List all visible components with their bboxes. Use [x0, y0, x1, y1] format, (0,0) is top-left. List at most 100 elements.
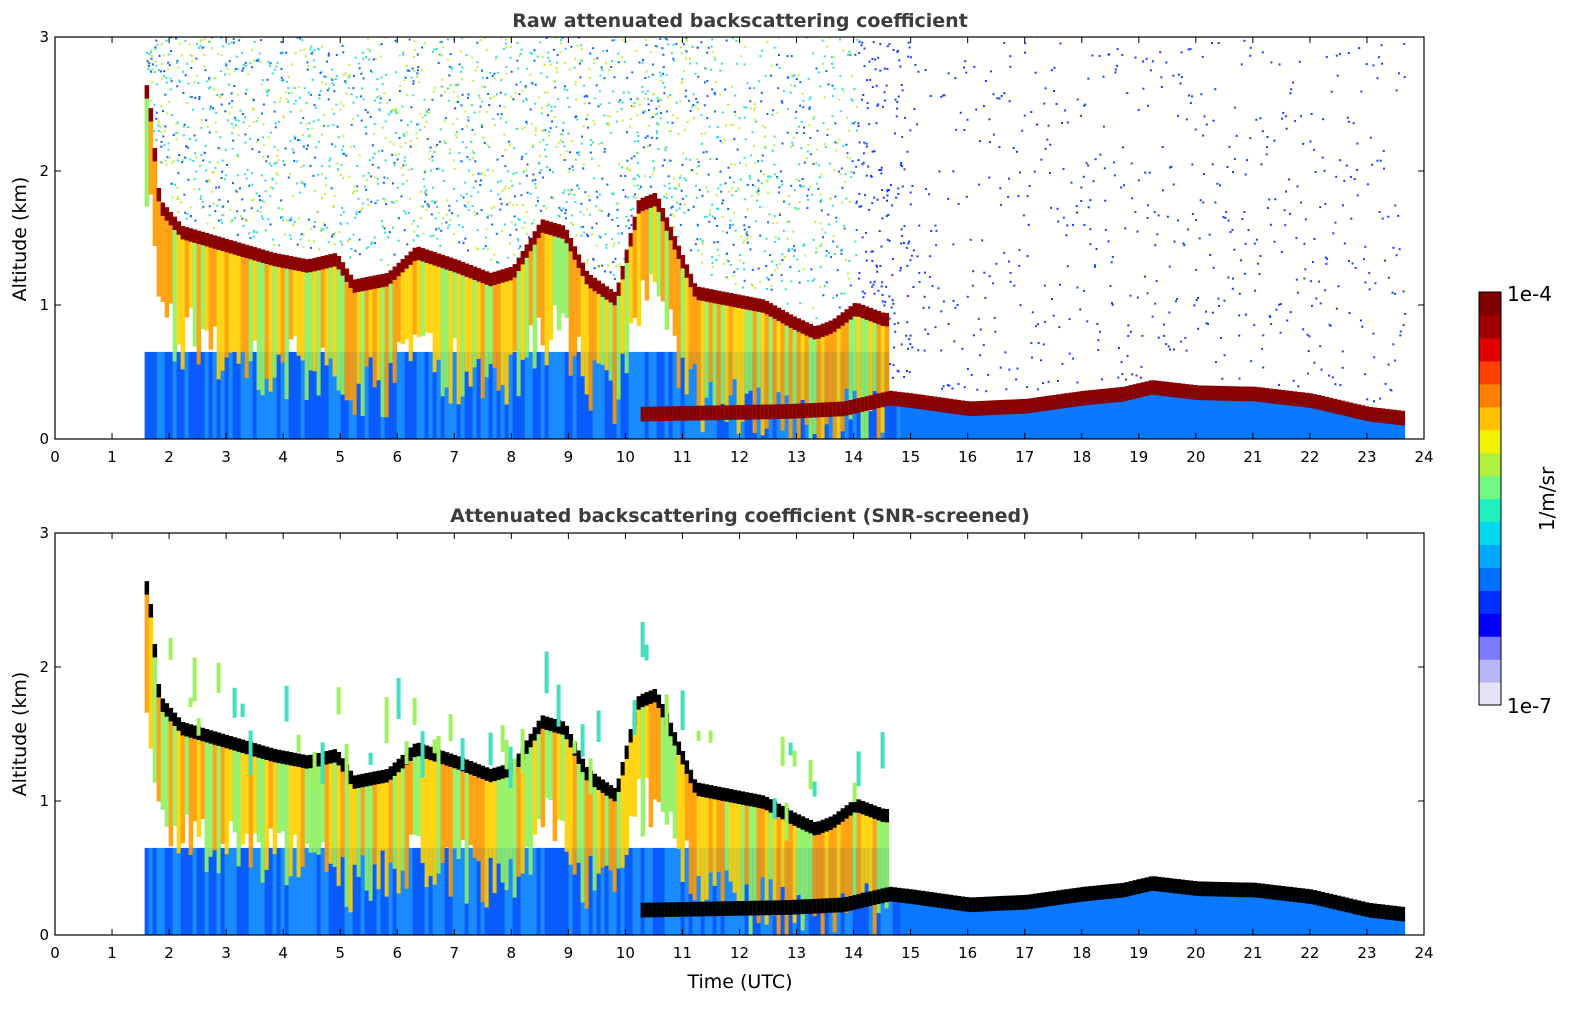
noise-pixel [636, 151, 639, 154]
noise-pixel [850, 122, 853, 125]
aerosol-cell [280, 266, 286, 363]
noise-pixel [597, 105, 600, 108]
noise-pixel [420, 69, 423, 71]
noise-pixel [1282, 111, 1285, 114]
low-layer-cell [1368, 407, 1374, 422]
noise-pixel [271, 187, 274, 190]
low-layer-cell [928, 396, 934, 411]
low-layer-cell [1376, 408, 1382, 423]
noise-pixel [211, 47, 213, 50]
low-layer-cell [768, 404, 774, 420]
noise-pixel [683, 70, 685, 73]
noise-pixel [727, 260, 730, 263]
low-layer-cell [784, 404, 790, 419]
noise-pixel [1376, 77, 1379, 80]
boundary-layer-cell [376, 351, 382, 439]
low-layer-cell [992, 400, 998, 415]
cloud-layer-cell [156, 684, 162, 698]
noise-pixel [323, 222, 325, 225]
noise-pixel [691, 105, 694, 108]
noise-pixel [772, 109, 775, 112]
noise-pixel [885, 215, 888, 218]
low-layer-cell [704, 405, 710, 421]
boundary-layer-cell [300, 351, 306, 439]
boundary-layer-cell [196, 847, 202, 935]
noise-pixel [461, 141, 464, 144]
noise-pixel [198, 98, 201, 100]
noise-pixel [759, 234, 762, 237]
noise-pixel [729, 224, 732, 227]
boundary-layer-cell [1248, 394, 1254, 439]
low-layer-cell [876, 889, 882, 905]
noise-pixel [386, 102, 389, 105]
aerosol-cell [840, 324, 846, 432]
noise-pixel [773, 144, 776, 147]
noise-pixel [860, 44, 863, 47]
noise-pixel [1040, 359, 1042, 362]
noise-pixel [500, 34, 502, 36]
cloud-layer-cell [336, 256, 342, 270]
noise-pixel [695, 196, 698, 199]
cloud-layer-cell [244, 740, 250, 755]
aerosol-cell [160, 710, 166, 810]
cloud-layer-cell [300, 258, 306, 272]
noise-pixel [580, 226, 583, 229]
noise-pixel [331, 108, 334, 111]
noise-pixel [350, 32, 352, 34]
noise-pixel [1320, 368, 1323, 371]
noise-pixel [681, 77, 684, 80]
noise-pixel [461, 66, 464, 69]
low-layer-cell [1300, 392, 1306, 407]
noise-pixel [221, 170, 224, 173]
noise-pixel [441, 78, 444, 81]
noise-pixel [331, 235, 333, 238]
cloud-layer-cell [328, 254, 334, 268]
noise-pixel [208, 78, 211, 81]
noise-pixel [1116, 48, 1119, 51]
noise-pixel [1314, 171, 1317, 173]
noise-pixel [865, 142, 868, 145]
noise-pixel [580, 60, 583, 62]
noise-pixel [735, 62, 738, 65]
noise-pixel [454, 107, 457, 110]
noise-pixel [303, 48, 306, 51]
noise-pixel [519, 53, 522, 56]
noise-pixel [743, 268, 746, 271]
cloud-layer-cell [848, 802, 854, 816]
cloud-layer-cell [332, 253, 338, 267]
low-layer-cell [704, 901, 710, 917]
noise-pixel [244, 61, 247, 64]
noise-pixel [1098, 55, 1101, 57]
low-layer-cell [1320, 395, 1326, 411]
noise-pixel [649, 185, 652, 188]
noise-pixel [148, 65, 150, 68]
noise-pixel [466, 96, 469, 99]
aerosol-cell [752, 309, 758, 434]
noise-pixel [691, 169, 694, 172]
noise-pixel [200, 126, 203, 129]
noise-pixel [659, 98, 662, 101]
noise-pixel [1404, 313, 1407, 315]
boundary-layer-cell [172, 351, 178, 439]
cloud-layer-cell [576, 254, 582, 268]
noise-pixel [766, 276, 769, 279]
boundary-layer-cell [936, 405, 942, 439]
boundary-layer-cell [744, 351, 750, 439]
noise-pixel [865, 250, 867, 253]
noise-pixel [312, 174, 315, 177]
noise-pixel [1117, 376, 1120, 379]
noise-pixel [1074, 32, 1076, 34]
noise-pixel [1373, 400, 1375, 403]
noise-pixel [573, 66, 576, 69]
noise-pixel [603, 77, 606, 80]
cloud-layer-cell [852, 303, 858, 317]
noise-pixel [300, 180, 303, 183]
low-layer-cell [728, 901, 734, 916]
noise-pixel [374, 57, 377, 60]
low-layer-cell [684, 406, 690, 421]
cloud-layer-cell [720, 291, 726, 305]
low-layer-cell [832, 401, 838, 417]
low-layer-cell [840, 897, 846, 913]
noise-pixel [790, 55, 793, 58]
noise-pixel [443, 180, 446, 182]
